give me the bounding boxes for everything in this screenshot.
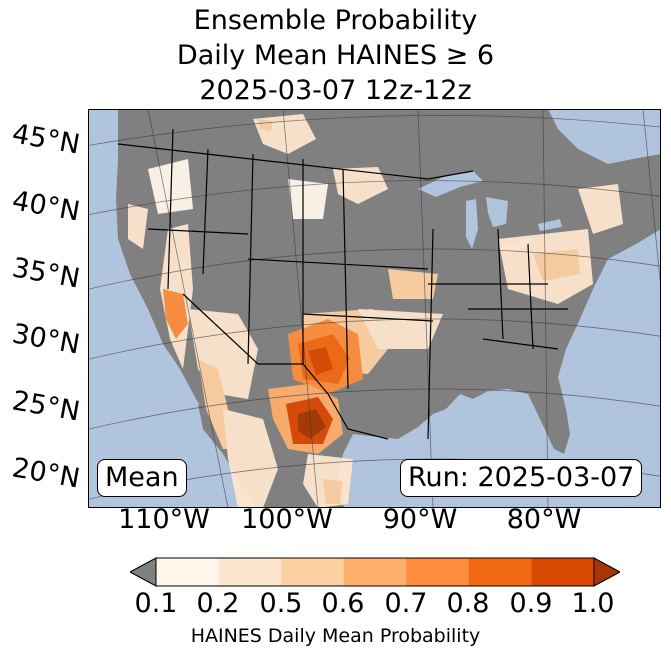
lat-label-45: 45°N [9, 118, 83, 161]
lat-label-35: 35°N [9, 252, 83, 295]
cbar-tick-6: 0.9 [509, 588, 553, 619]
lake-ontario [538, 219, 562, 231]
cbar-tick-5: 0.8 [446, 588, 490, 619]
title-line-2: Daily Mean HAINES ≥ 6 [176, 40, 495, 71]
colorbar-cell [281, 558, 345, 586]
cbar-tick-3: 0.6 [321, 588, 365, 619]
run-date-label: Run: 2025-03-07 [400, 459, 643, 497]
lon-label-90: 90°W [382, 504, 458, 535]
colorbar-cell [531, 558, 595, 586]
graticule [88, 109, 661, 508]
lat-label-40: 40°N [9, 185, 83, 228]
colorbar-cell [468, 558, 532, 586]
cbar-tick-2: 0.5 [259, 588, 303, 619]
colorbar-under-arrow [130, 557, 157, 587]
lon-label-80: 80°W [506, 504, 582, 535]
cbar-tick-0: 0.1 [134, 588, 178, 619]
mean-label: Mean [97, 459, 187, 497]
colorbar-cell [156, 558, 220, 586]
lake-superior [418, 171, 483, 197]
lon-label-100: 100°W [241, 504, 333, 535]
colorbar-over-arrow [593, 557, 620, 587]
colorbar-cell [343, 558, 407, 586]
colorbar-cell [406, 558, 470, 586]
colorbar [130, 557, 620, 587]
cbar-tick-7: 1.0 [571, 588, 615, 619]
lake-michigan [466, 199, 478, 249]
cbar-tick-1: 0.2 [196, 588, 240, 619]
lat-label-30: 30°N [9, 318, 83, 361]
lat-label-25: 25°N [9, 385, 83, 428]
lat-label-20: 20°N [9, 452, 83, 495]
title-line-1: Ensemble Probability [193, 5, 478, 36]
colorbar-cell [218, 558, 282, 586]
probability-map [88, 109, 661, 508]
title-line-3: 2025-03-07 12z-12z [199, 75, 472, 106]
lon-label-110: 110°W [118, 504, 210, 535]
lake-huron [486, 197, 508, 227]
colorbar-label: HAINES Daily Mean Probability [190, 625, 481, 647]
colorbar-cells [156, 558, 595, 586]
borders [117, 128, 568, 440]
cbar-tick-4: 0.7 [384, 588, 428, 619]
